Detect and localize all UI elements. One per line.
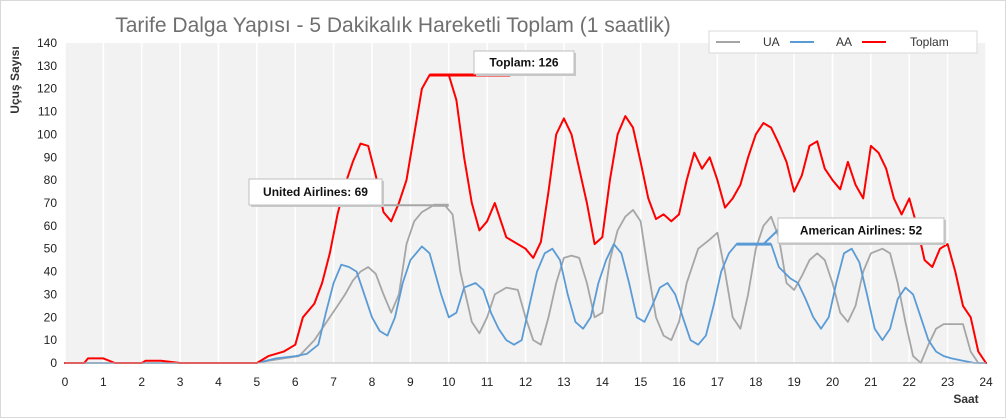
legend-label-toplam: Toplam [910, 35, 949, 49]
callout-label: American Airlines: 52 [800, 224, 923, 238]
series-line-toplam [64, 74, 987, 364]
x-tick-label: 13 [557, 375, 571, 389]
legend-label-aa: AA [836, 35, 852, 49]
legend: UA AA Toplam [708, 30, 978, 54]
legend-box [708, 30, 978, 54]
x-tick-label: 24 [979, 375, 993, 389]
x-tick-label: 9 [407, 375, 414, 389]
x-tick-label: 14 [596, 375, 610, 389]
y-tick-label: 10 [44, 333, 58, 347]
callout-label: Toplam: 126 [489, 56, 558, 70]
x-tick-label: 18 [749, 375, 763, 389]
x-tick-label: 4 [215, 375, 222, 389]
y-tick-label: 100 [37, 127, 57, 141]
y-tick-label: 60 [44, 219, 58, 233]
x-tick-label: 20 [826, 375, 840, 389]
grid-lines [64, 43, 987, 363]
x-tick-label: 2 [138, 375, 145, 389]
y-tick-label: 40 [44, 265, 58, 279]
x-tick-label: 15 [634, 375, 648, 389]
x-tick-label: 17 [711, 375, 725, 389]
x-tick-label: 11 [481, 375, 494, 389]
y-tick-label: 50 [44, 242, 58, 256]
chart-title: Tarife Dalga Yapısı - 5 Dakikalık Hareke… [115, 14, 671, 37]
x-tick-label: 10 [442, 375, 456, 389]
annotation-callouts: Toplam: 126 United Airlines: 69 American A… [248, 50, 946, 246]
x-tick-label: 21 [864, 375, 878, 389]
y-tick-label: 0 [50, 356, 57, 370]
legend-label-ua: UA [763, 35, 780, 49]
x-tick-label: 16 [672, 375, 686, 389]
y-tick-label: 30 [44, 287, 58, 301]
y-tick-label: 20 [44, 310, 58, 324]
callout-box [473, 50, 575, 75]
callout-label: United Airlines: 69 [263, 185, 368, 199]
x-tick-label: 23 [941, 375, 955, 389]
series-line-ua [64, 204, 987, 364]
y-tick-label: 70 [44, 196, 58, 210]
x-axis-label: Saat [953, 392, 978, 406]
callout-box [777, 217, 945, 244]
x-tick-label: 7 [330, 375, 337, 389]
y-tick-label: 110 [38, 105, 57, 119]
x-tick-label: 12 [519, 375, 533, 389]
y-tick-label: 80 [44, 173, 58, 187]
y-axis-label: Uçuş Sayısı [8, 46, 22, 113]
y-tick-label: 140 [37, 36, 57, 50]
x-tick-label: 3 [177, 375, 184, 389]
callout-leader [762, 229, 779, 245]
y-tick-label: 120 [37, 82, 57, 96]
axes: 0 1 2 3 4 5 6 7 8 9 10 11 12 13 14 15 16 17 18 19 20 21 22 23 24… [37, 36, 993, 389]
y-tick-label: 90 [44, 150, 58, 164]
series-lines [64, 74, 987, 364]
x-tick-label: 8 [369, 375, 376, 389]
x-tick-label: 6 [292, 375, 299, 389]
y-tick-label: 130 [37, 59, 57, 73]
x-tick-label: 22 [903, 375, 917, 389]
x-tick-label: 0 [62, 375, 69, 389]
x-tick-label: 1 [100, 375, 107, 389]
x-tick-label: 19 [787, 375, 801, 389]
x-tick-label: 5 [254, 375, 261, 389]
callout-box [248, 178, 383, 206]
series-line-aa [64, 243, 987, 364]
